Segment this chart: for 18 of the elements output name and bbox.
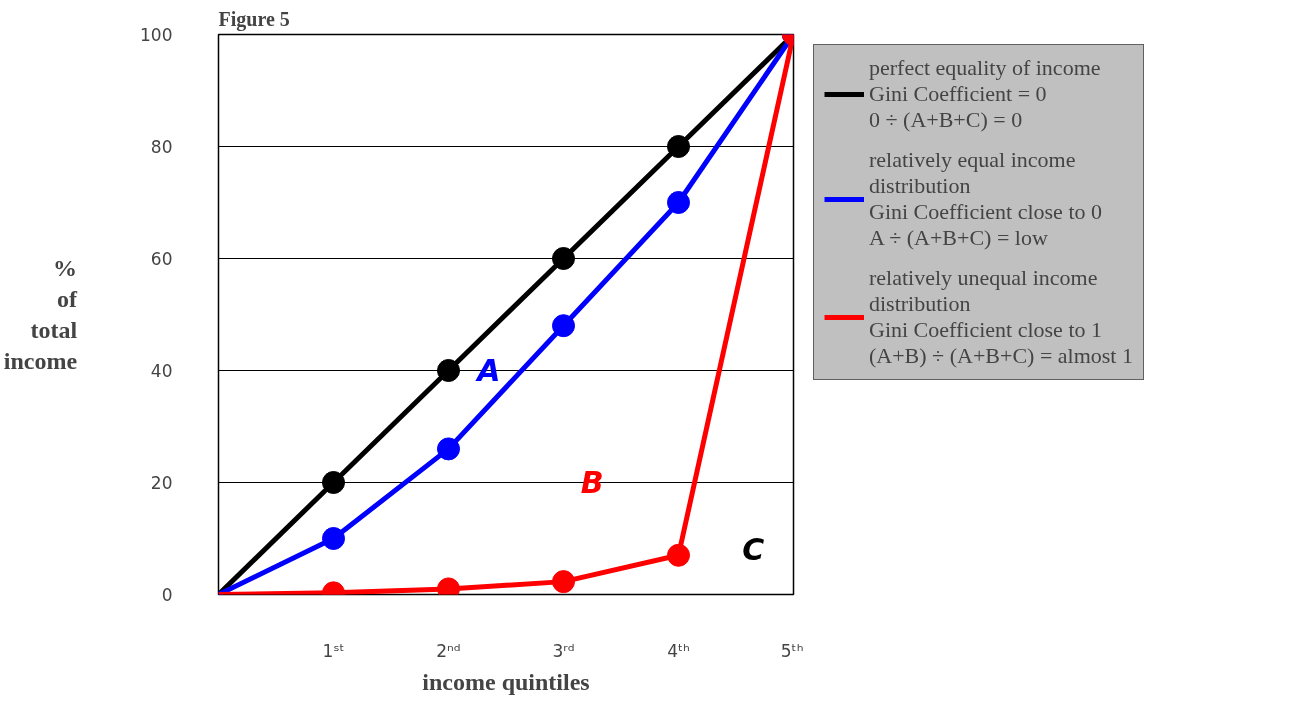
legend-label: perfect equality of income Gini Coefficient = 0 0 ÷ (A+B+C) = 0 <box>869 55 1101 133</box>
legend-label: relatively equal income distribution Gini Coefficient close to 0 A ÷ (A+B+C) = low <box>869 147 1102 251</box>
y-tick-label: 60 <box>150 249 173 269</box>
x-tick-label: 3ʳᵈ <box>552 640 575 661</box>
legend-label: relatively unequal income distribution Gini Coefficient close to 1 (A+B) ÷ (A+B+C) = almost 1 <box>869 265 1133 369</box>
y-tick-label: 100 <box>140 25 173 45</box>
y-tick-label: 40 <box>150 361 173 381</box>
x-tick-label: 2ⁿᵈ <box>436 640 461 661</box>
x-tick-label: 1ˢᵗ <box>322 640 345 661</box>
y-tick-label: 80 <box>150 137 173 157</box>
x-tick-label: 5ᵗʰ <box>780 640 804 661</box>
y-tick-label: 0 <box>161 585 173 605</box>
annotation: C <box>742 532 765 568</box>
y-axis-title: % of total income <box>3 254 79 375</box>
chart-title: Figure 5 <box>218 7 290 31</box>
x-axis-title: income quintiles <box>422 668 590 695</box>
x-tick-label: 4ᵗʰ <box>667 640 690 661</box>
y-tick-label: 20 <box>150 473 173 493</box>
